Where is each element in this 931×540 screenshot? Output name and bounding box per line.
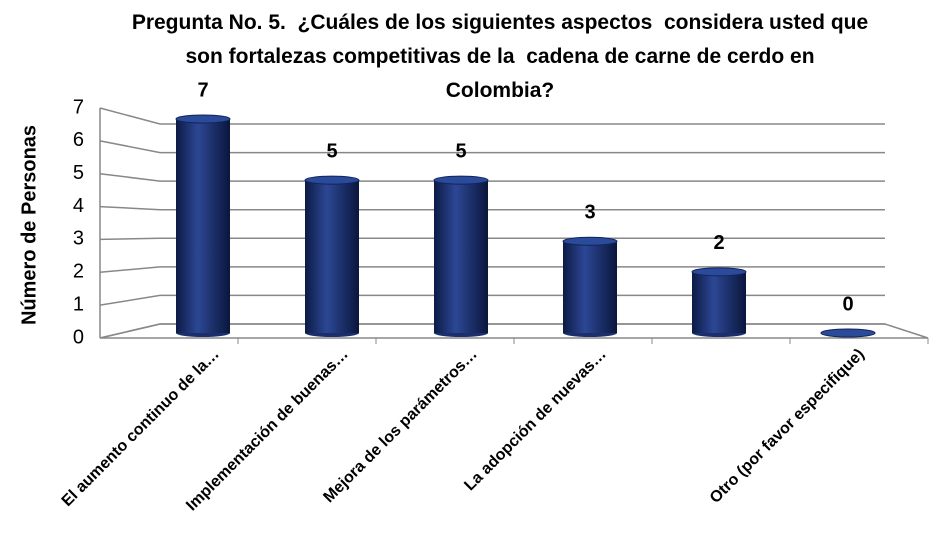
y-tick-label: 4 (73, 195, 84, 217)
grid-line (99, 205, 885, 211)
bar-top (562, 236, 618, 246)
value-label: 5 (455, 140, 466, 162)
bar (176, 119, 230, 333)
chart-title: Pregunta No. 5. ¿Cuáles de los siguiente… (131, 11, 875, 102)
grid-line (99, 237, 885, 241)
y-tick-label: 0 (73, 326, 84, 348)
y-tick-label: 2 (73, 261, 84, 283)
grid-line (99, 107, 885, 125)
x-tick-label: Mejora de los parámetros… (320, 346, 480, 506)
bar-top (304, 175, 360, 185)
y-tick-label: 1 (73, 293, 84, 315)
y-axis-label: Número de Personas (18, 125, 40, 325)
bar (692, 271, 746, 333)
value-label: 5 (326, 140, 337, 162)
y-tick-label: 6 (73, 129, 84, 151)
bar (434, 180, 488, 333)
grid-line (99, 172, 885, 182)
value-label: 0 (842, 293, 853, 315)
bar (305, 180, 359, 333)
value-label: 3 (584, 202, 595, 224)
x-tick-label: La adopción de nuevas… (461, 346, 609, 494)
grid-line (99, 140, 885, 154)
y-tick-label: 3 (73, 228, 84, 250)
value-label: 7 (197, 79, 208, 101)
bar-top (433, 175, 489, 185)
bar-top (820, 328, 876, 338)
grid-line (99, 323, 885, 339)
grid-line (99, 266, 885, 274)
value-label: 2 (713, 232, 724, 254)
y-tick-label: 7 (73, 96, 84, 118)
bar (563, 241, 617, 333)
bar-top (691, 267, 747, 277)
x-tick-label: Otro (por favor especifique) (707, 346, 868, 507)
grid-line (99, 294, 885, 306)
x-tick-label: El aumento continuo de la… (59, 346, 223, 510)
y-tick-label: 5 (73, 162, 84, 184)
bar-top (175, 114, 231, 124)
